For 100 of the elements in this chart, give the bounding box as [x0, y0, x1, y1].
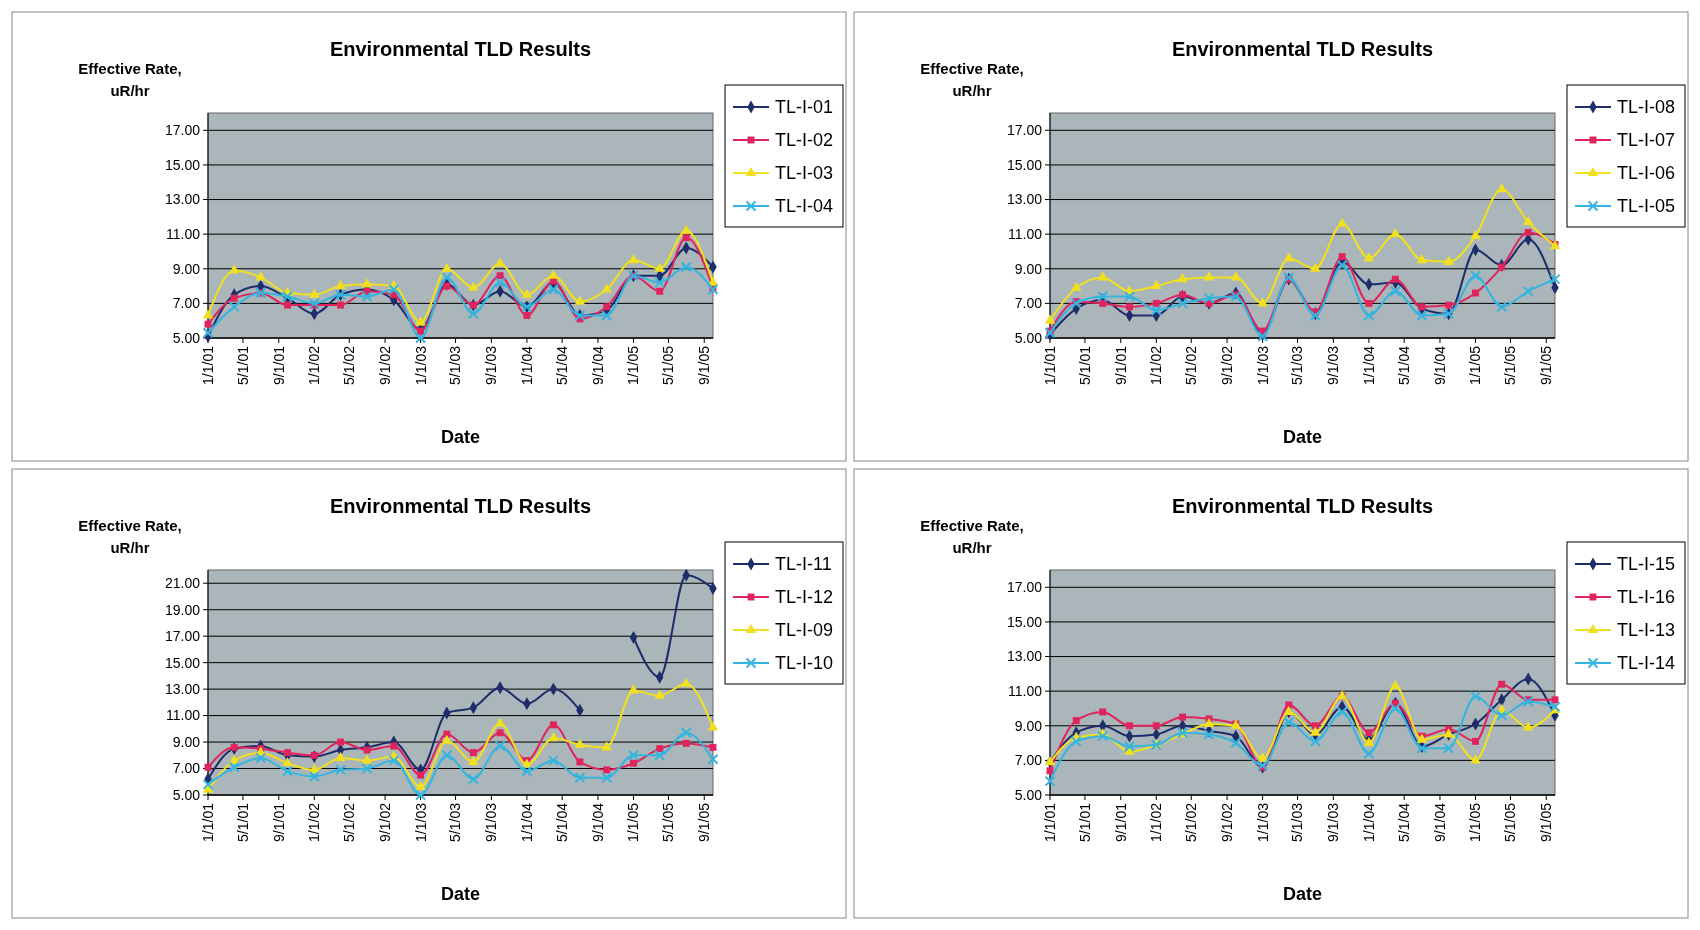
legend-label: TL-I-01 [775, 97, 834, 118]
point [1124, 741, 1136, 753]
x-tick-label: 9/1/01 [1112, 802, 1129, 842]
y-tick-label: 7.00 [172, 760, 201, 777]
legend-label: TL-I-08 [1617, 97, 1676, 118]
x-tick-label: 1/1/02 [1148, 802, 1165, 842]
x-tick-label: 5/1/02 [341, 802, 358, 842]
x-tick-label: 1/1/01 [199, 345, 216, 385]
point [1496, 301, 1508, 313]
point [707, 284, 719, 296]
x-tick-label: 9/1/02 [1218, 802, 1235, 842]
x-tick-label: 9/1/04 [589, 345, 606, 385]
point [417, 771, 425, 779]
point [282, 765, 294, 777]
point [1152, 299, 1160, 307]
point [494, 717, 506, 727]
x-tick-label: 9/1/02 [1218, 345, 1235, 385]
x-tick-label: 1/1/01 [1041, 802, 1058, 842]
point [361, 754, 373, 764]
x-tick-label: 1/1/05 [1467, 802, 1484, 842]
point [627, 749, 639, 761]
x-tick-label: 5/1/02 [1183, 802, 1200, 842]
x-tick-label: 5/1/01 [1076, 802, 1093, 842]
legend-label: TL-I-09 [775, 620, 834, 641]
legend-label: TL-I-07 [1617, 130, 1676, 151]
legend-label: TL-I-02 [775, 130, 834, 151]
y-tick-label: 5.00 [172, 329, 201, 346]
y-tick-label: 13.00 [1006, 191, 1043, 208]
point [1151, 280, 1162, 290]
point [601, 283, 612, 293]
point [1336, 217, 1348, 227]
point [255, 752, 267, 764]
point [1203, 292, 1215, 304]
x-tick-label: 9/1/02 [376, 345, 393, 385]
point [202, 309, 214, 319]
y-tick-label: 17.00 [1006, 579, 1043, 596]
legend-label: TL-I-11 [775, 554, 832, 575]
x-tick-label: 9/1/03 [1325, 345, 1342, 385]
point [576, 758, 584, 766]
legend-label: TL-I-14 [1617, 653, 1676, 674]
y-tick-label: 13.00 [164, 681, 201, 698]
point [1496, 709, 1508, 721]
point [549, 721, 557, 729]
y-tick-label: 9.00 [172, 260, 201, 277]
point [1498, 263, 1506, 271]
x-axis-title: Date [1282, 884, 1323, 904]
x-tick-label: 9/1/05 [696, 345, 713, 385]
x-tick-label: 9/1/01 [1112, 345, 1129, 385]
x-tick-label: 5/1/03 [1289, 345, 1306, 385]
x-tick-label: 1/1/05 [625, 345, 642, 385]
y-tick-label: 13.00 [164, 191, 201, 208]
point [707, 721, 719, 731]
point [202, 778, 214, 790]
point [574, 738, 586, 748]
x-tick-label: 9/1/03 [483, 802, 500, 842]
point [1391, 275, 1399, 283]
x-tick-label: 1/1/04 [518, 345, 535, 385]
y-tick-label: 19.00 [164, 601, 201, 618]
point [630, 759, 637, 767]
y-tick-label: 5.00 [1014, 329, 1043, 346]
y-tick-label: 13.00 [1006, 648, 1043, 665]
point [601, 741, 612, 751]
x-tick-label: 5/1/05 [1502, 345, 1519, 385]
y-tick-label: 11.00 [166, 707, 201, 724]
point [1044, 775, 1056, 787]
x-axis-title: Date [440, 427, 481, 447]
x-tick-label: 5/1/02 [1183, 345, 1200, 385]
point [1470, 754, 1481, 764]
x-tick-label: 9/1/04 [589, 802, 606, 842]
x-tick-label: 5/1/04 [1396, 345, 1413, 385]
point [1389, 285, 1401, 297]
point [1496, 183, 1507, 193]
point [603, 303, 611, 311]
point [1416, 310, 1428, 321]
point [601, 310, 613, 321]
x-tick-label: 9/1/03 [1325, 802, 1342, 842]
x-tick-label: 9/1/05 [1538, 345, 1555, 385]
point [202, 327, 214, 339]
point [1445, 301, 1453, 309]
legend-label: TL-I-12 [775, 587, 834, 608]
point [1363, 310, 1375, 321]
x-tick-label: 1/1/02 [306, 802, 323, 842]
point [284, 749, 291, 757]
point [1097, 730, 1109, 742]
point [284, 301, 291, 309]
point [496, 272, 504, 280]
x-tick-label: 1/1/02 [306, 345, 323, 385]
point [1257, 297, 1268, 307]
point [1072, 717, 1080, 725]
y-tick-label: 15.00 [1006, 156, 1043, 173]
y-tick-label: 9.00 [1014, 717, 1043, 734]
point [335, 751, 346, 761]
point [1443, 742, 1455, 754]
point [1150, 304, 1162, 316]
x-tick-label: 9/1/03 [483, 345, 500, 385]
point [1283, 252, 1295, 262]
point [1179, 713, 1186, 721]
y-tick-label: 7.00 [1014, 295, 1043, 312]
point [574, 772, 586, 784]
point [494, 257, 506, 267]
